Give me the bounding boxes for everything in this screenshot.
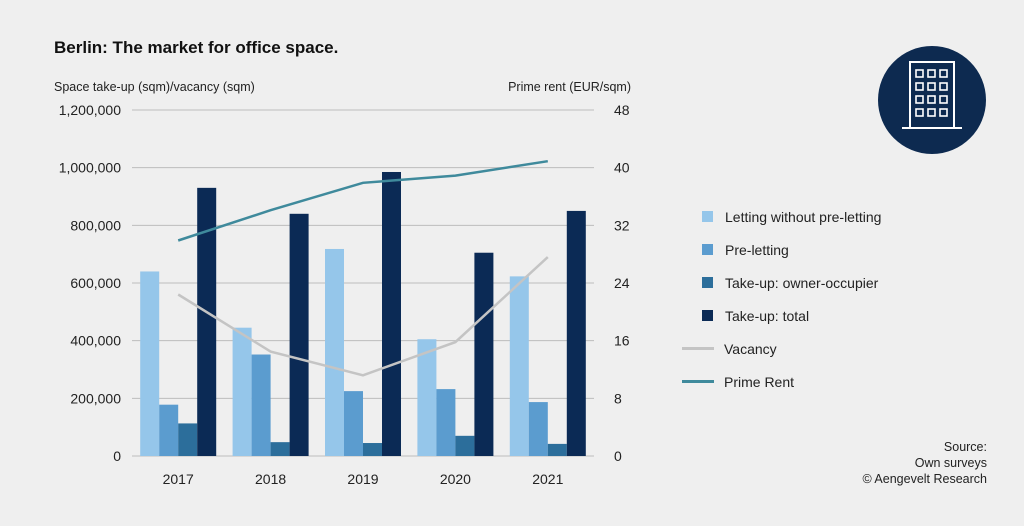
legend-line-swatch [682,380,714,383]
legend-item: Take-up: total [682,299,881,332]
bar [436,389,456,456]
bar [140,271,160,456]
legend-item: Pre-letting [682,233,881,266]
legend-item: Take-up: owner-occupier [682,266,881,299]
bar [528,402,548,456]
y-right-tick-label: 24 [614,275,630,291]
bar [344,391,363,456]
y-left-tick-label: 400,000 [70,333,121,349]
source-note: Source: Own surveys © Aengevelt Research [862,439,987,487]
legend-label: Prime Rent [724,373,795,390]
right-axis-title: Prime rent (EUR/sqm) [508,80,631,94]
legend: Letting without pre-letting Pre-letting Ta… [682,200,881,398]
bar [547,443,567,456]
bar [159,404,179,456]
legend-label: Take-up: total [725,307,810,324]
bar [325,248,344,456]
series-line [177,159,548,242]
y-left-tick-label: 800,000 [70,217,121,233]
bar [270,442,290,456]
source-surveys: Own surveys [914,456,987,470]
y-left-tick-label: 1,000,000 [59,160,121,176]
chart-title: Berlin: The market for office space. [54,38,339,57]
legend-item: Letting without pre-letting [682,200,881,233]
bar [566,210,586,456]
legend-label: Letting without pre-letting [725,208,882,225]
bar [232,327,252,456]
legend-item: Vacancy [682,332,881,365]
x-tick-label: 2021 [532,471,563,487]
office-building-icon [878,46,986,154]
y-left-tick-label: 200,000 [70,390,121,406]
source-label: Source: [943,440,987,454]
bar [474,252,494,456]
legend-swatch [702,244,713,255]
legend-label: Pre-letting [725,241,789,258]
y-right-tick-label: 32 [614,217,630,233]
y-left-tick-label: 0 [113,448,121,464]
legend-line-swatch [682,347,714,350]
legend-item: Prime Rent [682,365,881,398]
x-tick-label: 2017 [163,471,194,487]
series-line [177,256,549,377]
bar [197,187,217,456]
legend-swatch [702,211,713,222]
y-right-tick-label: 8 [614,390,622,406]
bar [455,435,475,456]
y-right-tick-label: 48 [614,102,630,118]
y-left-tick-label: 600,000 [70,275,121,291]
y-right-tick-label: 16 [614,333,630,349]
bar [363,443,382,456]
y-right-tick-label: 40 [614,160,630,176]
bar [509,276,529,456]
bar [417,339,437,456]
left-axis-title: Space take-up (sqm)/vacancy (sqm) [54,80,255,94]
y-left-tick-label: 1,200,000 [59,102,121,118]
source-copyright: © Aengevelt Research [862,472,987,486]
bar [178,423,198,456]
bar [251,354,271,456]
x-tick-label: 2020 [440,471,471,487]
x-tick-label: 2019 [347,471,378,487]
legend-swatch [702,310,713,321]
legend-label: Take-up: owner-occupier [725,274,879,291]
y-right-tick-label: 0 [614,448,622,464]
legend-swatch [702,277,713,288]
bar [289,213,309,456]
bar [382,171,401,456]
x-tick-label: 2018 [255,471,286,487]
legend-label: Vacancy [724,340,777,357]
